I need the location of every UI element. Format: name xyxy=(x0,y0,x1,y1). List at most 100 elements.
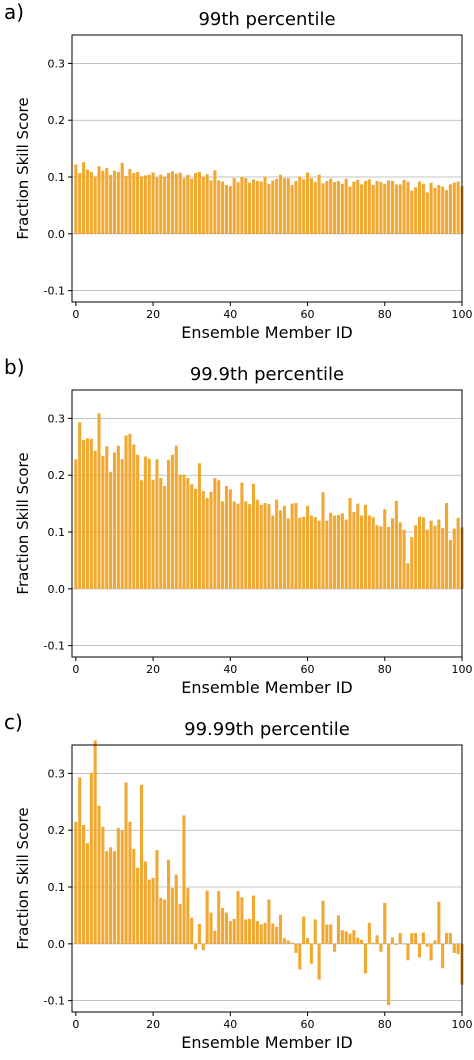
bar xyxy=(197,923,201,944)
bar xyxy=(286,940,290,944)
y-tick-label: 0.3 xyxy=(48,767,66,780)
bar xyxy=(255,921,259,944)
bar xyxy=(82,162,86,234)
bar xyxy=(244,501,248,589)
bar xyxy=(363,504,368,589)
bar xyxy=(414,933,418,944)
x-tick-label: 40 xyxy=(223,308,237,321)
bar xyxy=(209,180,213,234)
bar xyxy=(240,482,244,589)
bar xyxy=(236,890,240,944)
bar xyxy=(155,850,159,944)
bar xyxy=(414,525,418,589)
bar xyxy=(425,192,429,234)
bar xyxy=(271,515,275,589)
bar xyxy=(271,180,275,234)
bar xyxy=(394,943,398,945)
bar xyxy=(352,930,356,944)
bar xyxy=(244,178,248,234)
bar xyxy=(190,917,194,944)
bar xyxy=(306,505,310,589)
plot-frame xyxy=(71,744,463,1013)
bar xyxy=(383,902,387,944)
bar xyxy=(136,867,140,944)
bar xyxy=(417,516,422,589)
bar xyxy=(147,174,151,234)
bar xyxy=(190,178,194,234)
panel-label: a) xyxy=(4,0,25,24)
bar xyxy=(452,182,456,234)
bar xyxy=(174,874,178,944)
bar xyxy=(93,740,97,944)
bar xyxy=(97,413,101,589)
bar xyxy=(194,488,198,589)
bar xyxy=(159,174,163,234)
bar xyxy=(348,186,352,234)
bar xyxy=(136,454,140,589)
bar xyxy=(174,173,178,234)
bar xyxy=(294,180,298,234)
y-tick-label: 0.2 xyxy=(48,469,66,482)
bar xyxy=(379,526,383,589)
bar xyxy=(282,938,286,944)
bar xyxy=(402,943,406,945)
bar xyxy=(263,922,267,944)
bar xyxy=(290,184,294,234)
bar xyxy=(340,513,344,589)
bar xyxy=(209,912,213,944)
bar xyxy=(178,904,182,944)
bar xyxy=(336,915,340,944)
bar xyxy=(406,943,410,961)
bar xyxy=(298,943,302,970)
bar xyxy=(82,439,86,589)
bar xyxy=(120,830,124,944)
y-tick-label: 0.2 xyxy=(48,824,66,837)
bar xyxy=(282,505,286,589)
bar xyxy=(112,851,117,944)
bar xyxy=(124,782,128,944)
bar xyxy=(298,176,302,234)
x-axis-label: Ensemble Member ID xyxy=(181,678,352,697)
bar xyxy=(441,186,445,234)
bar xyxy=(363,180,368,234)
bar xyxy=(128,169,132,234)
bar xyxy=(97,805,101,944)
bar xyxy=(375,180,379,234)
bar xyxy=(406,181,410,234)
bar xyxy=(78,422,82,589)
bar xyxy=(109,471,113,589)
bar xyxy=(371,517,375,589)
bar xyxy=(275,499,279,589)
chart-title: 99.99th percentile xyxy=(184,719,350,740)
y-axis-label: Fraction Skill Score xyxy=(14,807,32,949)
bar xyxy=(340,183,344,234)
bar xyxy=(85,169,89,234)
bar xyxy=(259,504,263,589)
bar xyxy=(116,445,120,589)
bar xyxy=(217,480,221,589)
bar xyxy=(329,924,333,944)
bar xyxy=(390,937,395,944)
bar xyxy=(205,890,209,944)
bar xyxy=(290,942,294,944)
bar xyxy=(221,501,225,589)
bar xyxy=(406,563,410,589)
x-tick-label: 20 xyxy=(146,308,160,321)
bar xyxy=(379,943,383,952)
bar xyxy=(132,173,136,234)
bar xyxy=(259,181,263,234)
bar xyxy=(221,908,225,944)
bar xyxy=(294,503,298,589)
bar xyxy=(394,184,398,234)
panel-a: a) -0.1 0.0 0.1 0.2 0.3 0 20 40 60 80 100 99th perc… xyxy=(0,0,474,350)
x-tick-label: 20 xyxy=(146,1018,160,1031)
bar xyxy=(228,489,232,589)
bar xyxy=(163,486,167,589)
bar xyxy=(267,899,271,944)
bar xyxy=(336,180,340,234)
bar xyxy=(275,926,279,944)
bar xyxy=(441,943,445,969)
bar xyxy=(329,178,333,234)
x-tick-label: 80 xyxy=(378,1018,392,1031)
x-tick-label: 60 xyxy=(301,308,315,321)
